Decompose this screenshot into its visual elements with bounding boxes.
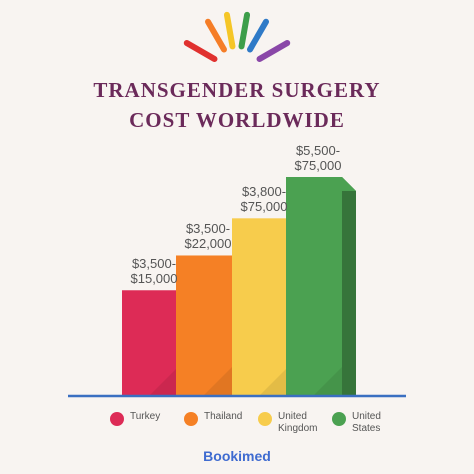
legend-swatch [110,412,124,426]
ray-decoration [238,11,251,50]
bar-shading [260,367,288,395]
bar-value-label: $3,500- $15,000 [114,256,194,286]
bar-value-label-high: $22,000 [184,236,232,252]
bar-turkey [122,290,178,395]
chart-title-line1: TRANSGENDER SURGERY [93,78,381,102]
bar-value-label: $3,500- $22,000 [168,221,248,251]
bar-value-label-high: $75,000 [240,199,288,215]
bar-value-label-low: $3,800- [241,184,287,200]
bar-value-label-high: $75,000 [294,158,342,173]
legend-label: Turkey [130,411,161,422]
bar-value-label: $3,800- $75,000 [224,184,304,214]
bar-side-united-states [342,177,356,395]
legend-item: Thailand [184,411,242,426]
legend-item: United Kingdom [258,411,317,435]
ray-decoration [256,40,291,62]
ray-decoration [183,40,218,62]
chart-title-line2: COST WORLDWIDE [129,108,345,132]
legend-item: United States [332,411,381,435]
brand-logo-text: Bookimed [203,448,271,464]
bar-value-label-low: $5,500- [295,143,341,158]
legend-item: Turkey [110,411,160,426]
ray-decoration [247,18,269,53]
legend-swatch [258,412,272,426]
ray-decoration [223,11,236,50]
legend-swatch [184,412,198,426]
legend-label: United Kingdom [278,411,318,434]
bar-value-label-high: $15,000 [130,271,178,287]
bar-thailand [176,255,232,395]
ray-decoration [205,18,227,53]
bar-value-label-low: $3,500- [131,256,177,272]
legend-label: United States [352,411,381,434]
bar-value-label: $5,500- $75,000 [278,143,358,173]
legend-swatch [332,412,346,426]
bar-united-kingdom [232,218,288,395]
bar-united-states [286,177,342,395]
bar-shading [314,367,342,395]
legend-label: Thailand [204,411,243,422]
bar-shading [150,367,178,395]
bar-value-label-low: $3,500- [185,221,231,237]
bar-shading [204,367,232,395]
